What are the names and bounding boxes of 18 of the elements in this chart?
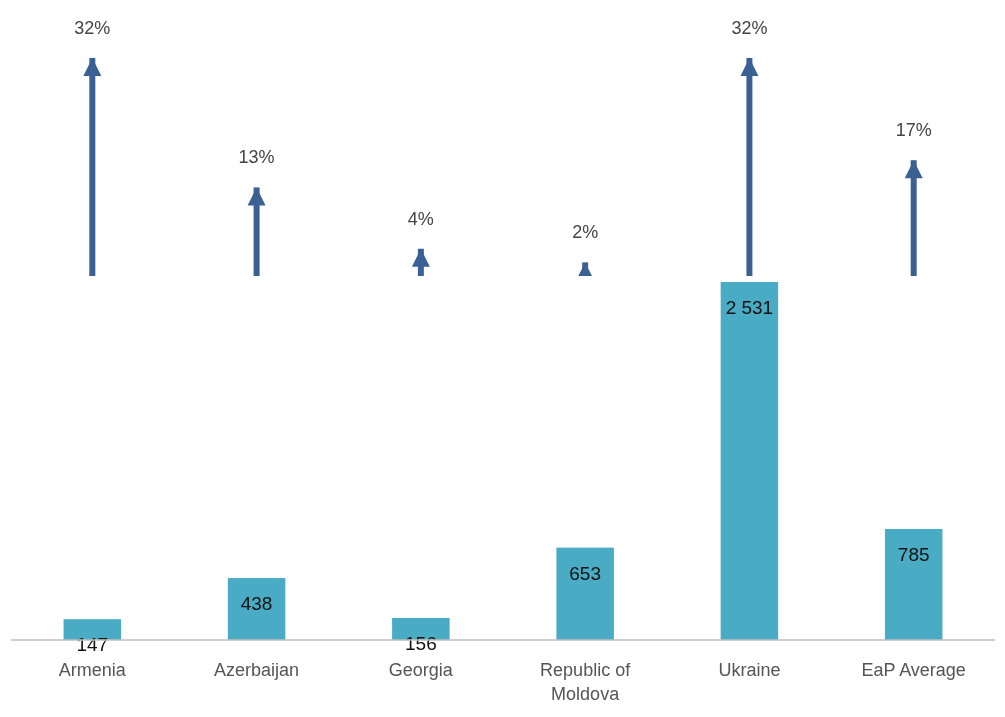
data-label: 2 531 (725, 297, 774, 318)
x-tick-label: EaP Average (861, 660, 966, 680)
x-tick-label: Ukraine (718, 660, 781, 680)
data-label: 653 (569, 562, 601, 584)
data-label: 438 (240, 593, 273, 615)
data-label: 32% (731, 18, 768, 38)
x-tick-label: Armenia (58, 660, 127, 680)
data-label: 13% (238, 147, 275, 168)
x-tick-label: Azerbaijan (214, 660, 300, 680)
data-label: 17% (895, 120, 932, 141)
data-label: 2% (572, 222, 599, 243)
data-label: 785 (897, 543, 930, 565)
data-label: 4% (407, 208, 434, 229)
x-tick-label: Georgia (388, 660, 454, 680)
x-tick-label: Republic of Moldova (540, 660, 632, 704)
data-label: 147 (76, 634, 109, 656)
data-label: 32% (74, 18, 111, 38)
data-label: 156 (405, 632, 437, 654)
